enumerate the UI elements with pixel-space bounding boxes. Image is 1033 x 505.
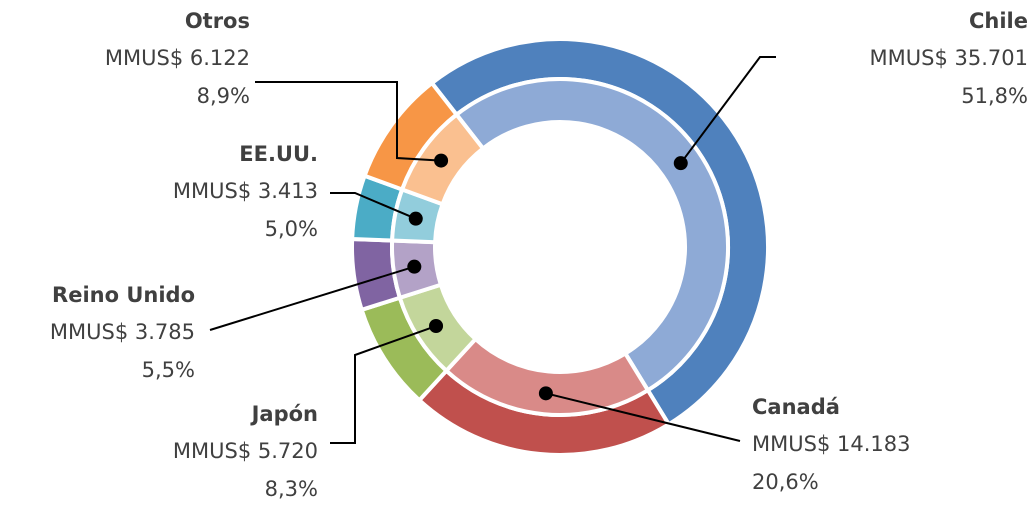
percent-label: 8,3% [265, 477, 318, 501]
category-label: Japón [250, 402, 318, 426]
leader-dot [673, 156, 688, 171]
value-label: MMUS$ 3.413 [173, 179, 318, 203]
value-label: MMUS$ 3.785 [50, 320, 195, 344]
percent-label: 20,6% [752, 470, 819, 494]
value-label: MMUS$ 5.720 [173, 439, 318, 463]
leader-dot [434, 153, 449, 168]
category-label: Chile [969, 9, 1028, 33]
percent-label: 51,8% [961, 84, 1028, 108]
percent-label: 5,5% [142, 358, 195, 382]
leader-line [679, 56, 776, 164]
category-label: EE.UU. [239, 142, 318, 166]
category-label: Reino Unido [52, 283, 195, 307]
leader-dot [429, 319, 444, 334]
leader-line [209, 265, 415, 331]
percent-label: 5,0% [265, 217, 318, 241]
leader-line [330, 325, 437, 444]
leader-line [255, 81, 442, 162]
leader-line [545, 392, 741, 442]
leader-dot [407, 259, 422, 274]
leader-dot [408, 211, 423, 226]
percent-label: 8,9% [197, 84, 250, 108]
category-label: Canadá [752, 395, 840, 419]
slice-inner [453, 77, 730, 393]
leader-dot [538, 386, 553, 401]
value-label: MMUS$ 14.183 [752, 432, 910, 456]
category-label: Otros [185, 9, 250, 33]
value-label: MMUS$ 6.122 [105, 46, 250, 70]
value-label: MMUS$ 35.701 [870, 46, 1028, 70]
leader-line [330, 192, 417, 220]
